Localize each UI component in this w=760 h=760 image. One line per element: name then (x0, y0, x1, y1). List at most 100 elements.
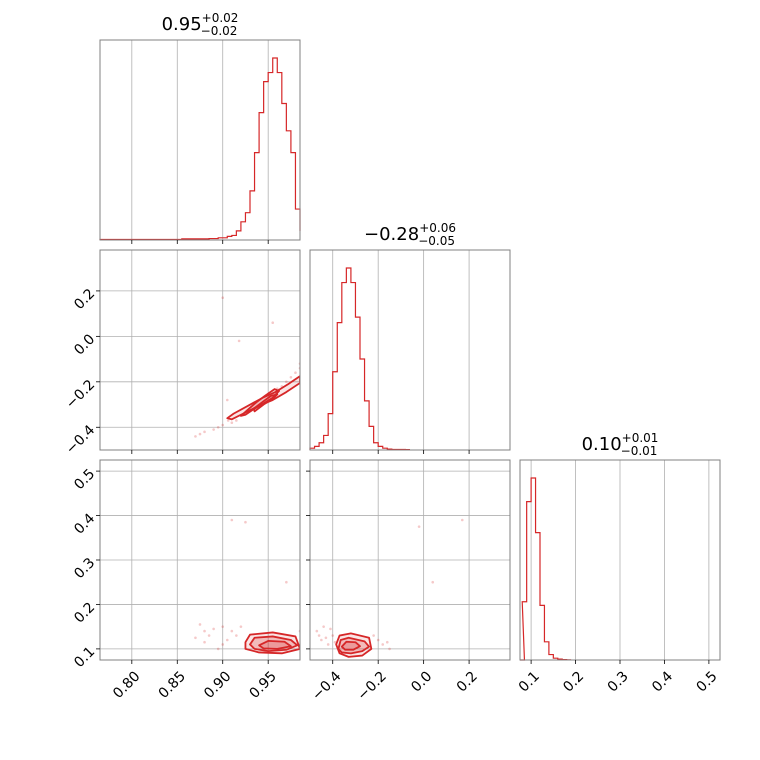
title-main: −0.28 (364, 224, 419, 245)
title-main: 0.95 (162, 14, 202, 35)
frame-layer (96, 39, 721, 664)
contour-level-2 (340, 640, 361, 651)
title-upper: +0.01 (622, 431, 659, 445)
sample-point (235, 419, 238, 422)
x-tick-label: 0.1 (516, 668, 543, 695)
sample-point (194, 435, 197, 438)
sample-point (239, 625, 243, 628)
sample-point (381, 643, 385, 646)
sample-point (331, 634, 335, 637)
sample-point (198, 623, 202, 626)
x-tick-label: 0.80 (110, 668, 143, 701)
histogram-param-2 (520, 477, 572, 661)
x-tick-label: 0.95 (247, 668, 280, 701)
x-tick-label: 0.3 (605, 668, 632, 695)
title-lower: −0.01 (621, 444, 658, 458)
title-lower: −0.02 (201, 24, 238, 38)
sample-point (294, 371, 297, 375)
sample-point (326, 643, 330, 646)
sample-point (317, 634, 321, 637)
x-tick-label: −0.2 (355, 668, 390, 703)
sample-point (235, 634, 238, 637)
x-tick-label: 0.85 (156, 668, 189, 701)
sample-point (216, 425, 220, 429)
y-tick-label: 0.1 (71, 644, 98, 671)
histogram-param-1 (309, 267, 410, 451)
sample-point (322, 625, 325, 628)
sample-point (385, 640, 389, 644)
x-tick-label: −0.4 (309, 668, 344, 703)
sample-point (320, 638, 323, 642)
y-tick-label: 0.3 (71, 555, 98, 582)
sample-point (230, 629, 234, 633)
sample-point (216, 647, 220, 651)
sample-point (324, 636, 328, 640)
y-tick-label: 0.4 (71, 510, 98, 537)
x-tick-label: 0.2 (454, 668, 481, 695)
y-tick-label: 0.0 (71, 331, 98, 358)
sample-point (460, 518, 464, 522)
grid-layer (100, 40, 710, 660)
sample-point (221, 643, 225, 646)
sample-point (225, 398, 229, 402)
sample-point (194, 636, 197, 640)
title-upper: +0.06 (419, 221, 456, 235)
sample-point (221, 423, 225, 427)
sample-point (372, 634, 375, 637)
sample-point (212, 428, 215, 431)
sample-point (221, 625, 225, 628)
sample-point (212, 627, 215, 631)
title-upper: +0.02 (202, 11, 239, 25)
panel-frame (99, 39, 301, 241)
x-tick-label: 0.5 (694, 668, 721, 695)
contour-level-3 (226, 375, 300, 421)
y-tick-label: 0.2 (71, 286, 98, 313)
pair-panel-0-1 (194, 296, 300, 438)
sample-point (203, 430, 206, 434)
panel-frame (99, 249, 301, 451)
sample-point (225, 638, 229, 642)
title-lower: −0.05 (418, 234, 455, 248)
contour-level-2 (258, 639, 292, 650)
x-tick-label: 0.90 (201, 668, 234, 701)
text-layer: 0.80 0.85 0.90 0.95 −0.4 −0.2 0.0 0.2 0.1 0.2 0.3 0… (63, 11, 721, 704)
param-title-2: 0.10+0.01 (582, 431, 659, 455)
sample-point (388, 647, 391, 651)
pair-panel-1-2 (315, 518, 464, 658)
y-tick-label: −0.2 (63, 377, 98, 412)
sample-point (207, 634, 211, 637)
x-tick-label: 0.0 (408, 668, 435, 695)
sample-point (271, 321, 275, 325)
sample-point (289, 375, 293, 379)
param-title-1: −0.28+0.06 (364, 221, 456, 245)
x-tick-label: 0.4 (649, 668, 676, 695)
sample-point (226, 419, 230, 422)
sample-point (417, 525, 421, 528)
sample-point (376, 638, 380, 642)
sample-point (237, 339, 241, 343)
pair-panel-0-2 (194, 518, 300, 655)
x-tick-label: 0.2 (560, 668, 587, 695)
sample-point (230, 518, 234, 522)
param-title-0: 0.95+0.02 (162, 11, 239, 35)
histogram-param-0 (99, 57, 301, 241)
y-tick-label: −0.4 (63, 422, 98, 457)
contour-level-3 (335, 632, 373, 658)
sample-point (285, 580, 288, 584)
y-tick-label: 0.2 (71, 599, 98, 626)
data-layer (99, 57, 572, 661)
sample-point (244, 520, 247, 524)
title-main: 0.10 (582, 434, 622, 455)
sample-point (329, 627, 332, 631)
sample-point (315, 629, 319, 633)
sample-point (203, 640, 206, 644)
sample-point (203, 629, 206, 633)
sample-point (230, 421, 234, 425)
sample-point (221, 296, 225, 300)
sample-point (198, 432, 202, 436)
sample-point (431, 580, 435, 584)
y-tick-label: 0.5 (71, 466, 98, 493)
sample-point (285, 380, 288, 384)
contour-level-3 (244, 631, 300, 655)
